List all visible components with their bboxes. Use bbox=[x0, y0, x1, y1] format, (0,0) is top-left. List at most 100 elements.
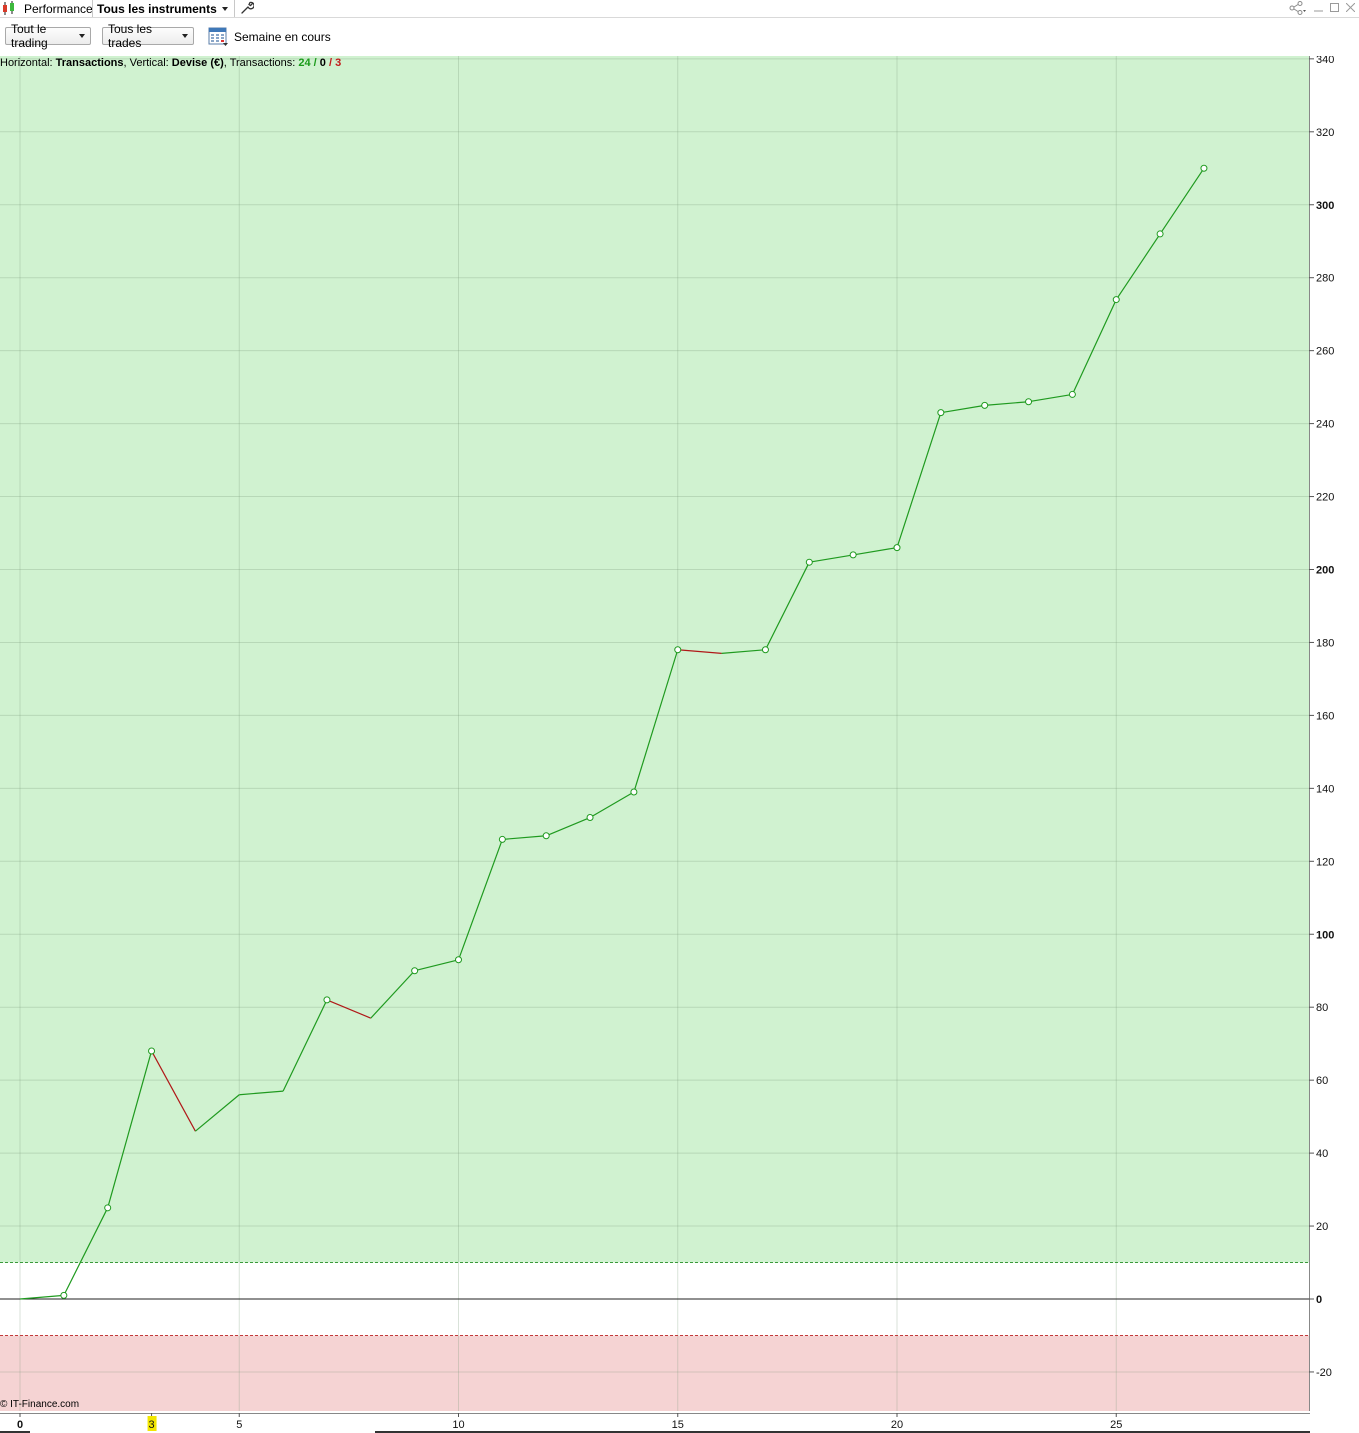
horizontal-prefix: Horizontal: bbox=[0, 57, 56, 69]
chevron-down-icon bbox=[79, 34, 85, 38]
candlestick-icon bbox=[3, 1, 14, 15]
vertical-prefix: , Vertical: bbox=[123, 57, 172, 69]
copyright-label: © IT-Finance.com bbox=[0, 1399, 80, 1410]
series-segment-up bbox=[984, 401, 1029, 406]
series-segment-down bbox=[677, 649, 722, 654]
series-segment-up bbox=[633, 649, 679, 793]
vertical-value: Devise (€) bbox=[171, 57, 224, 69]
data-point bbox=[937, 409, 945, 417]
profit-zone bbox=[0, 56, 1309, 1263]
data-point bbox=[104, 1204, 112, 1212]
chevron-down-icon bbox=[182, 34, 188, 38]
x-tick-label: 0 bbox=[17, 1419, 23, 1431]
data-point bbox=[805, 558, 813, 566]
data-point bbox=[1068, 390, 1076, 398]
close-icon[interactable] bbox=[1346, 3, 1355, 12]
data-point bbox=[1112, 296, 1120, 304]
separator: / bbox=[310, 57, 320, 69]
series-segment-down bbox=[151, 1050, 196, 1132]
neutral-count: 0 bbox=[319, 57, 326, 69]
trading-select-label: Tout le trading bbox=[11, 22, 48, 50]
series-segment-up bbox=[940, 404, 985, 414]
series-segment-up bbox=[764, 561, 810, 651]
series-segment-up bbox=[414, 959, 459, 972]
tab-bar: Performance Tous les instruments bbox=[0, 0, 1359, 18]
instruments-dropdown[interactable]: Tous les instruments bbox=[92, 0, 235, 17]
y-axis-background bbox=[1310, 56, 1359, 1411]
y-tick-label: 80 bbox=[1316, 1002, 1328, 1014]
wrench-icon[interactable] bbox=[240, 0, 254, 15]
y-tick-label: 260 bbox=[1316, 346, 1334, 358]
data-point bbox=[1025, 398, 1033, 406]
horizontal-value: Transactions bbox=[55, 57, 124, 69]
highlighted-tick-marker bbox=[147, 1416, 157, 1431]
data-point bbox=[981, 401, 989, 409]
y-tick-label: 300 bbox=[1316, 200, 1334, 212]
y-tick-label: 280 bbox=[1316, 273, 1334, 285]
data-point bbox=[498, 835, 506, 843]
equity-chart: 3403203002802602402202001801601401201008… bbox=[0, 56, 1359, 1411]
data-point bbox=[60, 1291, 68, 1299]
data-point bbox=[893, 544, 901, 552]
window-controls bbox=[1289, 0, 1355, 15]
series-segment-up bbox=[1071, 299, 1117, 395]
x-tick-label: 15 bbox=[672, 1419, 684, 1431]
series-segment-up bbox=[19, 1294, 64, 1300]
y-tick-label: 0 bbox=[1316, 1294, 1322, 1306]
trades-select-label: Tous les trades bbox=[108, 22, 153, 50]
x-tick-label: 3 bbox=[148, 1419, 154, 1431]
x-tick-label: 5 bbox=[236, 1419, 242, 1431]
maximize-icon[interactable] bbox=[1330, 3, 1339, 12]
series-segment-up bbox=[195, 1094, 240, 1132]
chart-info: Horizontal: Transactions, Vertical: Devi… bbox=[0, 57, 341, 69]
period-label[interactable]: Semaine en cours bbox=[234, 30, 331, 44]
series-segment-down bbox=[326, 999, 372, 1019]
x-tick-label: 25 bbox=[1110, 1419, 1122, 1431]
y-tick-label: 40 bbox=[1316, 1148, 1328, 1160]
instruments-label: Tous les instruments bbox=[97, 1, 217, 16]
trades-select[interactable]: Tous les trades bbox=[102, 22, 194, 50]
data-point bbox=[542, 832, 550, 840]
series-segment-up bbox=[63, 1207, 109, 1296]
data-point bbox=[674, 646, 682, 654]
data-point bbox=[1200, 164, 1208, 172]
series-segment-up bbox=[589, 791, 635, 819]
x-tick-label: 10 bbox=[452, 1419, 464, 1431]
transactions-prefix: , Transactions: bbox=[223, 57, 299, 69]
series-segment-up bbox=[239, 1090, 284, 1096]
y-tick-label: 340 bbox=[1316, 56, 1334, 66]
y-tick-label: 320 bbox=[1316, 127, 1334, 139]
chevron-down-icon bbox=[221, 6, 228, 11]
calendar-icon[interactable] bbox=[208, 26, 229, 47]
wins-count: 24 bbox=[298, 57, 311, 69]
series-segment-up bbox=[107, 1050, 153, 1208]
series-segment-up bbox=[721, 649, 766, 654]
series-segment-up bbox=[545, 816, 591, 837]
tab-performance-label: Performance bbox=[24, 1, 93, 16]
series-segment-up bbox=[1115, 233, 1161, 300]
y-tick-label: 20 bbox=[1316, 1221, 1328, 1233]
losses-count: 3 bbox=[335, 57, 342, 69]
trading-select[interactable]: Tout le trading bbox=[5, 22, 91, 50]
data-point bbox=[1156, 230, 1164, 238]
series-segment-up bbox=[282, 999, 328, 1092]
y-tick-label: 240 bbox=[1316, 419, 1334, 431]
y-tick-label: 200 bbox=[1316, 565, 1334, 577]
y-tick-label: 160 bbox=[1316, 710, 1334, 722]
data-point bbox=[148, 1047, 156, 1055]
series-segment-up bbox=[809, 554, 854, 563]
series-segment-up bbox=[502, 835, 547, 841]
data-point bbox=[849, 551, 857, 559]
tab-performance[interactable]: Performance bbox=[0, 0, 93, 17]
y-tick-label: 100 bbox=[1316, 929, 1334, 941]
series-segment-up bbox=[370, 970, 416, 1019]
data-point bbox=[761, 646, 769, 654]
data-point bbox=[323, 996, 331, 1004]
toolbar: Tout le trading Tous les trades Semaine … bbox=[0, 18, 1359, 55]
series-segment-up bbox=[1159, 167, 1205, 235]
minimize-icon[interactable] bbox=[1314, 3, 1323, 12]
y-tick-label: 60 bbox=[1316, 1075, 1328, 1087]
y-tick-label: 220 bbox=[1316, 492, 1334, 504]
series-segment-up bbox=[853, 547, 898, 556]
share-icon[interactable] bbox=[1289, 0, 1307, 15]
